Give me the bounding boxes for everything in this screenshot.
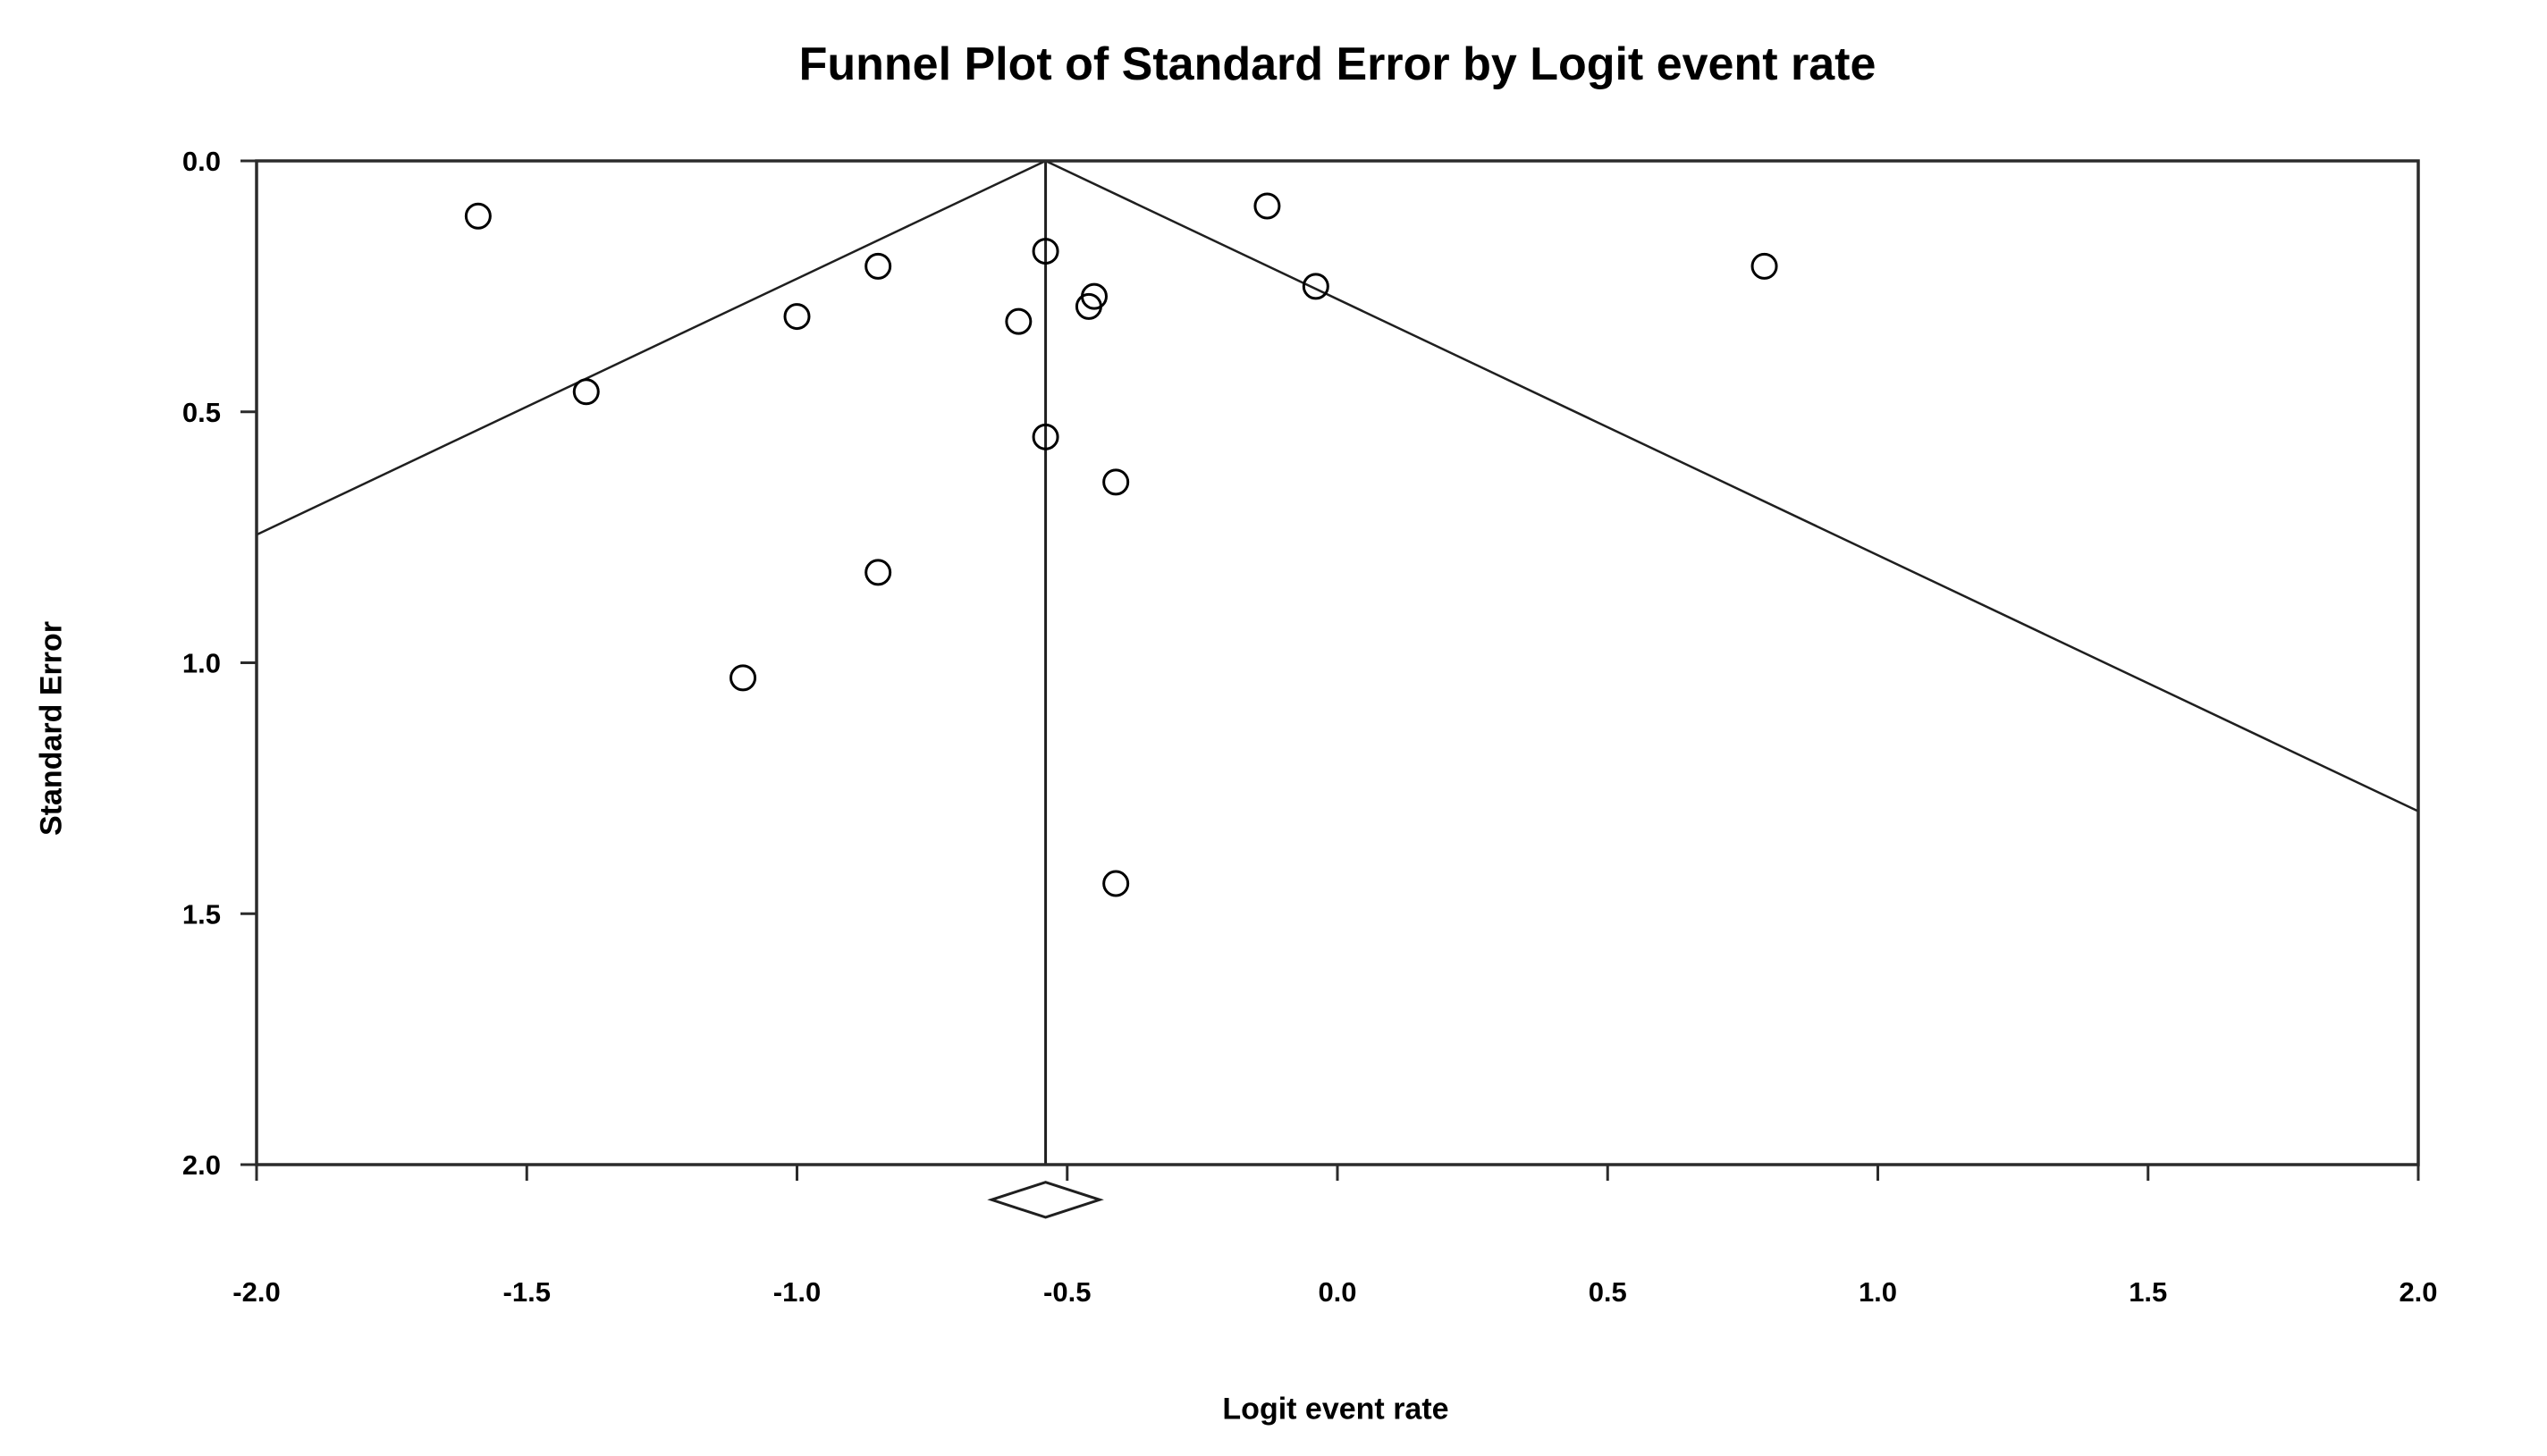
study-point [864,559,892,586]
funnel-left-limit-line [256,159,1047,536]
x-tick-label: 2.0 [2399,1276,2437,1308]
x-tick-label: -1.0 [773,1276,821,1308]
study-point [730,664,757,692]
x-tick-label: 0.0 [1318,1276,1356,1308]
study-point [572,378,600,406]
study-point [1032,238,1059,265]
y-tick-label: 0.0 [182,146,221,177]
summary-diamond [987,1181,1104,1219]
study-point [1080,282,1108,310]
y-tick-label: 1.0 [182,648,221,679]
x-tick-label: -1.5 [503,1276,551,1308]
funnel-right-limit-line [1045,159,2419,812]
study-point [1005,307,1033,335]
x-tick-label: 1.5 [2129,1276,2167,1308]
x-tick-label: -0.5 [1043,1276,1091,1308]
study-point [1302,273,1329,300]
y-tick-label: 2.0 [182,1149,221,1181]
chart-title: Funnel Plot of Standard Error by Logit e… [798,38,1877,90]
y-tick-label: 0.5 [182,397,221,428]
study-point [783,303,811,331]
study-point [464,202,492,230]
study-point [1253,192,1281,220]
x-tick-label: -2.0 [232,1276,280,1308]
plot-border [255,159,2420,1166]
x-tick-label: 1.0 [1859,1276,1897,1308]
study-point [1102,870,1130,897]
y-tick-label: 1.5 [182,898,221,930]
study-point [1102,468,1130,496]
y-axis-title: Standard Error [34,621,69,836]
study-point [864,252,892,280]
x-tick-label: 0.5 [1589,1276,1627,1308]
study-point [1750,252,1778,280]
x-axis-title: Logit event rate [1222,1392,1449,1427]
study-point [1032,423,1059,450]
